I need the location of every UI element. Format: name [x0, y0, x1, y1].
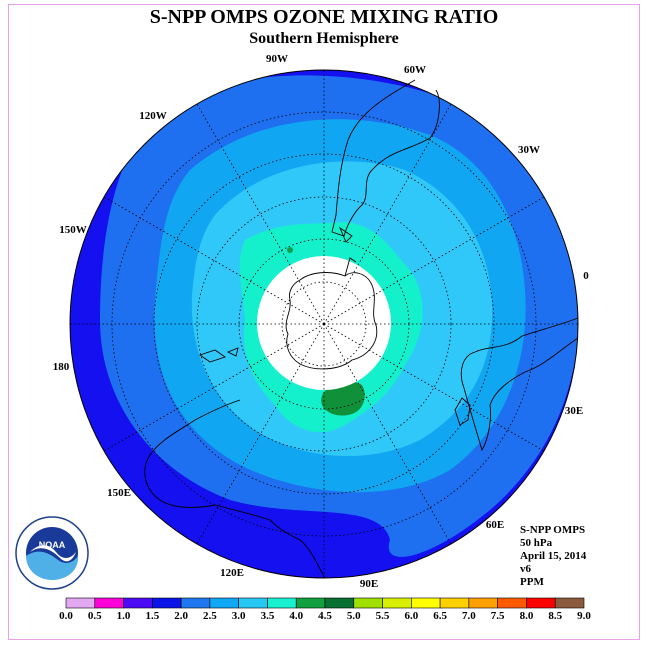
longitude-labels: 90W 60W 30W 0 30E 60E 90E 120E 150E 180 …: [53, 53, 590, 590]
colorbar-swatch: [497, 597, 527, 609]
colorbar-tick-label: 0.0: [59, 610, 73, 622]
colorbar-tick-label: 5.5: [376, 610, 390, 622]
coast-new-zealand-north: [226, 347, 239, 357]
field-small-patch: [287, 247, 293, 253]
colorbar-tick-label: 2.0: [174, 610, 188, 622]
info-version: v6: [520, 563, 531, 575]
lon-label-120e: 120E: [220, 567, 244, 579]
colorbar-tick-label: 0.5: [88, 610, 102, 622]
colorbar-tick-label: 1.5: [145, 610, 159, 622]
colorbar-swatch: [123, 597, 153, 609]
lon-label-0: 0: [583, 270, 589, 282]
colorbar-swatch: [468, 597, 498, 609]
colorbar-swatch: [353, 597, 383, 609]
info-date: April 15, 2014: [520, 550, 587, 562]
ozone-field: [70, 70, 578, 578]
colorbar-swatch: [324, 597, 355, 609]
noaa-logo-text: NOAA: [39, 540, 66, 550]
lon-label-30e: 30E: [565, 405, 583, 417]
coast-new-zealand: [199, 349, 226, 363]
lon-label-30w: 30W: [518, 144, 540, 156]
colorbar-tick-label: 6.0: [404, 610, 418, 622]
colorbar-swatch: [94, 597, 124, 609]
lon-label-60w: 60W: [404, 64, 426, 76]
colorbar-tick-label: 1.0: [117, 610, 131, 622]
colorbar-tick-label: 7.5: [491, 610, 505, 622]
figure-border: [8, 4, 640, 640]
info-level: 50 hPa: [520, 537, 553, 549]
lon-label-90e: 90E: [360, 578, 378, 590]
colorbar-tick-label: 6.5: [433, 610, 447, 622]
coast-madagascar: [454, 397, 471, 426]
coast-australia: [144, 399, 326, 579]
colorbar-tick-label: 3.0: [232, 610, 246, 622]
colorbar-swatch: [382, 597, 412, 609]
colorbar-tick-label: 2.5: [203, 610, 217, 622]
colorbar-tick-label: 9.0: [577, 610, 591, 622]
colorbar: 0.0 0.5 1.0 1.5 2.0 2.5 3.0 3.5 4.0 4.5 5.0 5.5 6.0 6…: [59, 597, 591, 622]
colorbar-tick-label: 4.0: [289, 610, 303, 622]
colorbar-tick-label: 8.5: [548, 610, 562, 622]
coast-antarctica: [285, 257, 378, 370]
lon-label-180: 180: [53, 361, 70, 373]
map-title: S-NPP OMPS OZONE MIXING RATIO: [149, 6, 499, 28]
coast-africa: [460, 317, 579, 452]
coast-south-america: [331, 79, 440, 237]
lon-label-120w: 120W: [139, 110, 167, 122]
lon-label-60e: 60E: [486, 519, 504, 531]
colorbar-swatch: [411, 597, 441, 609]
colorbar-swatch: [439, 597, 470, 609]
colorbar-tick-label: 5.0: [347, 610, 361, 622]
colorbar-swatch: [295, 597, 326, 609]
coastlines: [144, 79, 579, 579]
colorbar-tick-label: 3.5: [261, 610, 275, 622]
info-instrument: S-NPP OMPS: [520, 524, 586, 536]
colorbar-swatch: [267, 597, 297, 609]
colorbar-tick-label: 4.5: [318, 610, 332, 622]
colorbar-swatch: [526, 597, 556, 609]
lon-label-90w: 90W: [266, 53, 288, 65]
coast-south-america-tip: [338, 226, 353, 243]
colorbar-tick-label: 8.0: [520, 610, 534, 622]
info-block: S-NPP OMPS 50 hPa April 15, 2014 v6 PPM: [520, 524, 586, 589]
colorbar-swatch: [554, 597, 585, 609]
map-rim: [69, 69, 579, 579]
colorbar-tick-label: 7.0: [462, 610, 476, 622]
colorbar-swatch: [180, 597, 211, 609]
lon-label-150e: 150E: [107, 487, 131, 499]
info-units: PPM: [520, 576, 544, 588]
colorbar-swatch: [65, 597, 96, 609]
colorbar-swatch: [209, 597, 239, 609]
colorbar-swatch: [152, 597, 182, 609]
lon-label-150w: 150W: [59, 224, 87, 236]
map-subtitle: Southern Hemisphere: [249, 30, 399, 47]
colorbar-swatch: [238, 597, 268, 609]
noaa-logo: NOAA: [15, 516, 89, 590]
